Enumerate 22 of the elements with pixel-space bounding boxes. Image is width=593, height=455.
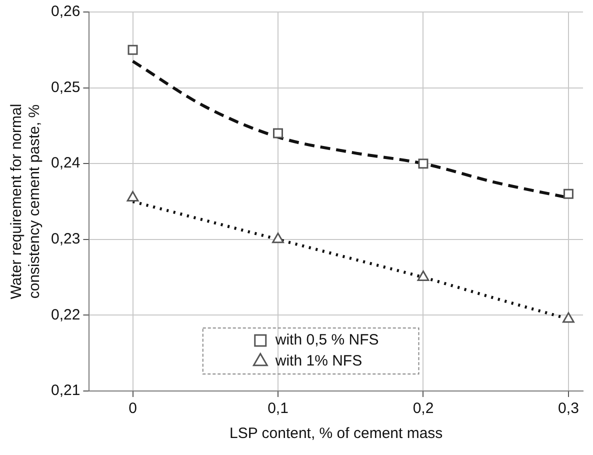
x-tick-label: 0,2 bbox=[412, 400, 434, 418]
point bbox=[563, 188, 574, 199]
y-tick-label: 0,21 bbox=[50, 382, 80, 400]
x-tick-label: 0 bbox=[128, 400, 137, 418]
y-axis-title: Water requirement for normal consistency cement paste, % bbox=[8, 104, 44, 300]
x-tick-label: 0,3 bbox=[558, 400, 579, 418]
point bbox=[273, 128, 283, 138]
point bbox=[128, 44, 138, 55]
point bbox=[272, 232, 284, 244]
y-tick-label: 0,23 bbox=[50, 230, 80, 248]
point bbox=[417, 270, 430, 282]
y-tick-label: 0,24 bbox=[50, 154, 80, 172]
y-tick-label: 0,25 bbox=[50, 78, 80, 96]
point bbox=[418, 158, 428, 169]
y-tick-label: 0,26 bbox=[50, 3, 80, 20]
y-tick-label: 0,22 bbox=[50, 306, 80, 324]
point bbox=[562, 312, 574, 323]
point bbox=[126, 190, 139, 202]
x-tick-label: 0,1 bbox=[268, 400, 288, 418]
x-axis-title: LSP content, % of cement mass bbox=[230, 425, 443, 442]
legend-label: with 1% NFS bbox=[274, 352, 362, 370]
legend-label: with 0,5 % NFS bbox=[274, 332, 379, 349]
